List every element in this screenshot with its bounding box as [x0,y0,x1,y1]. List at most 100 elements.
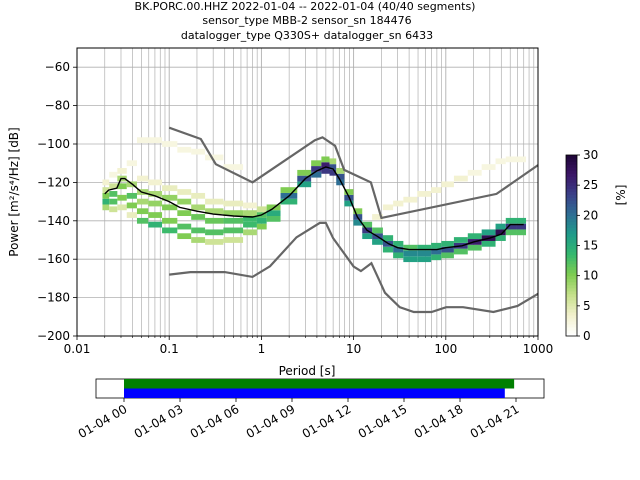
timeline-tick-label: 01-04 18 [412,402,466,441]
psd-cell [117,194,127,201]
psd-cell [297,169,312,176]
psd-cell [431,248,442,255]
mode-line [104,166,524,251]
psd-cell [321,156,330,163]
psd-cell [117,204,127,211]
colorbar-segment [566,158,577,162]
psd-cell [495,223,506,230]
colorbar-segment [566,263,577,268]
colorbar-segment [566,323,577,328]
psd-cell [223,210,244,216]
psd-cell [329,169,337,176]
colorbar-segment [566,245,577,250]
y-tick-label: −160 [37,252,70,266]
colorbar-segment [566,176,577,180]
psd-cell [148,221,163,228]
psd-cell [205,239,224,245]
x-tick-label: 0.01 [64,342,91,356]
y-tick-label: −140 [37,214,70,228]
colorbar-segment [566,167,577,171]
psd-cell [417,250,432,257]
psd-cell [109,206,118,213]
colorbar-segment [566,326,577,331]
coverage-bar [124,388,505,398]
psd-cell [441,246,454,253]
psd-cell [102,187,110,193]
psd-cell [136,198,149,205]
psd-cell [148,212,163,218]
colorbar-segment [566,278,577,283]
colorbar-segment [566,320,577,325]
psd-cell [117,183,127,190]
colorbar-segment [566,302,577,307]
noise-model-line [168,126,539,220]
colorbar-segment [566,212,577,216]
psd-cell [393,252,404,259]
psd-cell [191,148,206,155]
x-tick-label: 100 [434,342,457,356]
x-axis-label: Period [s] [279,364,336,378]
colorbar-segment [566,257,577,262]
psd-cell [481,164,496,170]
colorbar-tick-label: 25 [583,178,598,192]
psd-cell [372,227,383,234]
psd-cell [243,221,257,228]
colorbar-segment [566,197,577,201]
colorbar-segment [566,284,577,289]
psd-cell [417,244,432,251]
psd-cell [431,254,442,261]
psd-cell [467,169,482,176]
psd-cell [467,244,482,251]
psd-cell [403,244,418,251]
x-tick-label: 0.1 [160,342,179,356]
psd-cell [256,217,267,224]
psd-cell [162,141,178,147]
psd-cell [505,223,517,230]
coverage-bar [124,379,515,389]
psd-cell [297,175,312,182]
mode-curve [104,166,524,251]
psd-cell [372,239,383,245]
psd-cell [353,219,363,226]
psd-cell [191,237,206,243]
psd-cell [516,156,527,163]
colorbar-segment [566,170,577,174]
colorbar-segment [566,218,577,222]
colorbar-tick-label: 20 [583,208,598,222]
y-axis-ticks: −200 −180 −160 −140 −120 −100 −80 −60 [37,60,77,343]
psd-cell [495,158,506,165]
psd-cell [329,158,337,165]
psd-cell [223,164,244,170]
colorbar-segment [566,230,577,235]
psd-cell [191,192,206,199]
colorbar-segment [566,242,577,247]
psd-cell [481,240,496,247]
colorbar-segment [566,206,577,210]
psd-cell [191,227,206,234]
colorbar-segment [566,281,577,286]
psd-cell [516,217,527,224]
timeline-tick-label: 01-04 06 [188,402,242,441]
y-tick-label: −200 [37,329,70,343]
colorbar-segment [566,182,577,186]
plot-frame [76,47,539,337]
psd-cell [162,227,178,234]
y-tick-label: −120 [37,175,70,189]
psd-cell [162,217,178,224]
noise-model-line [169,221,539,314]
psd-cell [162,194,178,201]
colorbar-segment [566,215,577,219]
psd-cell [117,168,127,174]
colorbar-segment [566,173,577,177]
psd-cell [126,160,137,167]
psd-cell [162,204,178,211]
psd-cell [393,246,404,253]
colorbar-segment [566,155,577,159]
colorbar-segment [566,203,577,207]
x-tick-label: 1 [258,342,266,356]
psd-cell [191,204,206,211]
psd-cell [177,233,192,240]
colorbar-segment [566,194,577,198]
psd-cell [403,250,418,257]
psd-cell [102,179,110,186]
